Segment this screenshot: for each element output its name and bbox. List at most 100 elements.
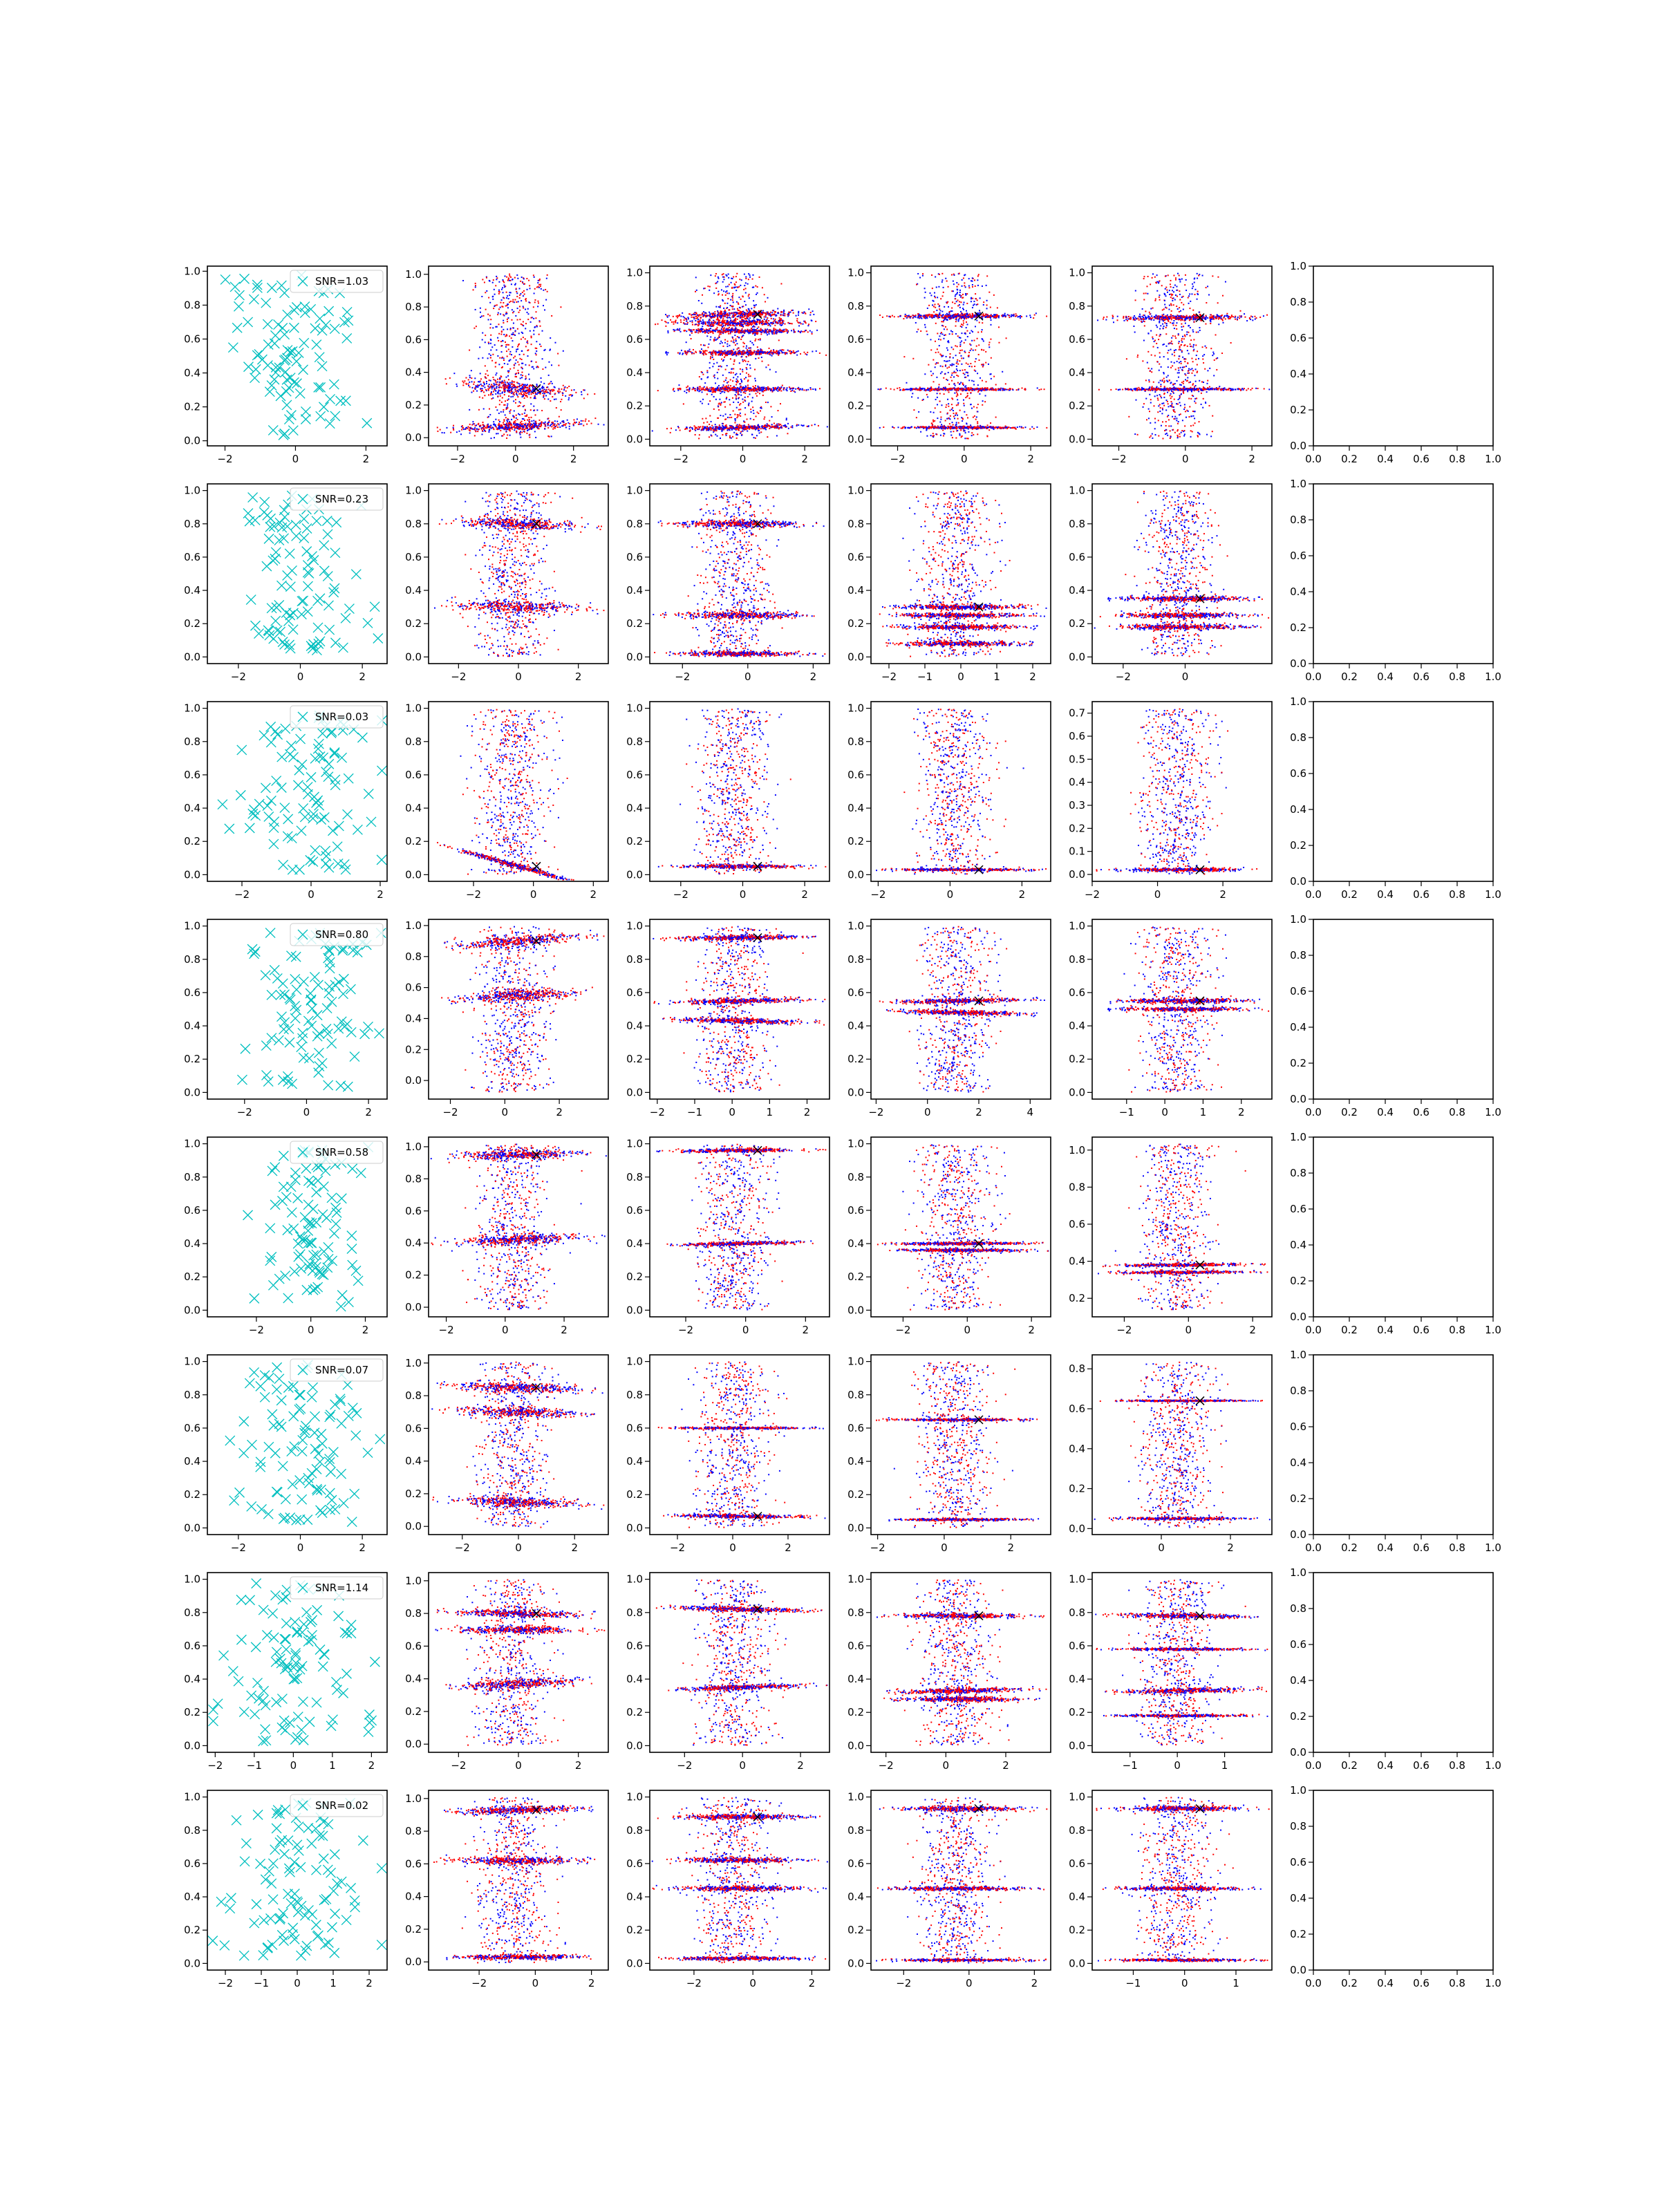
blue-point (460, 433, 462, 435)
blue-point (734, 328, 736, 330)
blue-point (536, 393, 538, 395)
red-point (781, 384, 783, 386)
red-point (804, 312, 806, 314)
blue-point (706, 335, 709, 337)
red-point (511, 380, 513, 382)
red-point (691, 388, 693, 391)
cyan-x-point (306, 303, 317, 315)
blue-point (517, 348, 519, 350)
blue-point (493, 288, 495, 290)
blue-point (496, 349, 498, 351)
blue-point (769, 312, 771, 315)
red-point (540, 423, 542, 425)
red-point (480, 390, 482, 392)
red-point (523, 290, 525, 292)
blue-point (708, 390, 710, 392)
red-point (525, 425, 527, 427)
red-point (541, 409, 543, 411)
blue-point (800, 424, 803, 427)
red-point (932, 306, 935, 308)
blue-point (936, 393, 938, 395)
blue-point (498, 412, 500, 414)
red-point (959, 301, 961, 303)
red-point (724, 331, 727, 333)
blue-point (749, 347, 751, 349)
red-point (691, 324, 693, 326)
blue-point (751, 341, 753, 344)
blue-point (534, 388, 536, 390)
blue-point (768, 330, 770, 332)
blue-point (502, 292, 504, 294)
blue-point (522, 295, 524, 297)
blue-point (698, 322, 700, 324)
red-point (709, 427, 711, 429)
blue-point (771, 424, 773, 426)
red-point (715, 353, 717, 355)
blue-point (486, 381, 488, 383)
red-point (488, 428, 490, 430)
blue-point (520, 425, 522, 427)
blue-point (743, 420, 745, 422)
blue-point (507, 295, 509, 297)
blue-point (734, 325, 736, 327)
red-point (732, 372, 734, 374)
red-point (730, 372, 732, 374)
red-point (720, 428, 722, 430)
red-point (525, 427, 527, 429)
red-point (523, 393, 525, 395)
blue-point (528, 428, 530, 430)
blue-point (709, 324, 711, 326)
cyan-x-point (243, 317, 254, 328)
red-point (749, 323, 751, 325)
red-point (748, 375, 750, 377)
red-point (535, 420, 537, 422)
red-point (529, 436, 531, 438)
blue-point (536, 385, 538, 387)
red-point (518, 404, 521, 406)
red-point (512, 312, 514, 314)
blue-point (495, 418, 497, 420)
red-point (509, 412, 511, 414)
red-point (485, 292, 487, 294)
red-point (791, 323, 793, 325)
blue-point (507, 375, 509, 377)
blue-point (712, 426, 714, 428)
red-point (515, 424, 517, 426)
red-point (739, 310, 741, 312)
red-point (564, 424, 566, 426)
red-point (720, 350, 722, 352)
blue-point (715, 428, 717, 430)
red-point (526, 396, 528, 398)
red-point (777, 322, 779, 324)
red-point (505, 386, 507, 388)
red-point (724, 329, 726, 331)
red-point (485, 430, 487, 432)
cyan-x-point (239, 273, 250, 284)
red-point (745, 317, 747, 319)
red-point (516, 328, 518, 330)
blue-point (682, 316, 684, 318)
blue-point (487, 415, 489, 418)
red-point (498, 332, 500, 335)
blue-point (471, 381, 473, 383)
blue-point (756, 292, 758, 294)
blue-point (494, 344, 496, 346)
red-point (704, 389, 706, 391)
red-point (735, 276, 737, 278)
red-point (688, 430, 691, 432)
red-point (998, 341, 1000, 344)
blue-point (522, 388, 524, 390)
red-point (931, 288, 933, 290)
red-point (535, 311, 537, 313)
blue-point (686, 392, 688, 394)
red-point (534, 425, 536, 427)
blue-point (713, 315, 715, 317)
red-point (735, 317, 737, 319)
red-point (774, 388, 776, 390)
blue-point (724, 350, 726, 352)
blue-point (488, 353, 490, 355)
blue-point (516, 424, 518, 427)
red-point (495, 285, 497, 287)
red-point (498, 292, 500, 294)
y-tick-label: 0.0 (626, 433, 643, 445)
